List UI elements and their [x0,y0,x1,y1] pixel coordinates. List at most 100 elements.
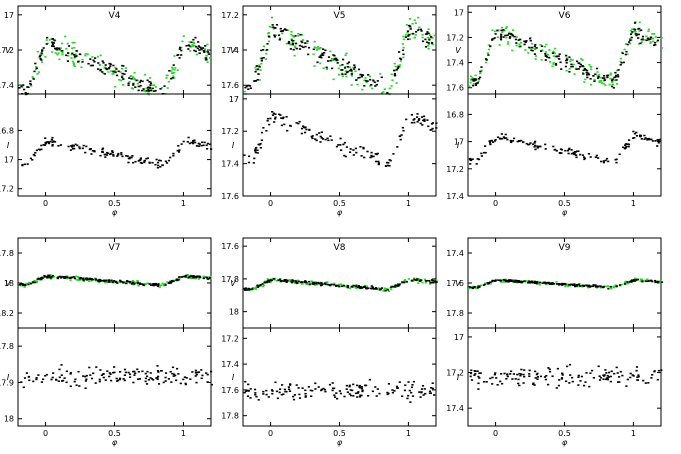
data-point [40,52,43,54]
data-point [558,283,561,285]
data-point [319,55,322,57]
data-point [304,42,307,44]
data-point [296,282,299,285]
data-point [657,140,660,142]
x-axis-label: φ [112,438,118,447]
data-point [482,284,485,286]
data-point [597,365,600,368]
data-point [604,84,607,86]
data-point [123,73,126,75]
data-point [133,78,137,81]
data-point [525,142,528,145]
data-point [636,33,639,36]
data-point [628,41,631,43]
data-point [162,381,165,384]
data-point [140,162,143,164]
data-point [93,150,96,152]
data-point [533,142,536,144]
data-point [244,390,248,392]
data-point [193,49,196,52]
data-point [131,281,135,284]
data-point [428,39,431,41]
data-point [75,50,78,52]
data-point [412,380,415,383]
data-point [294,280,297,282]
data-point [629,39,632,41]
data-point [518,43,521,45]
data-point [410,121,413,124]
data-point [538,284,541,286]
y-tick-label: 17.8 [221,275,239,284]
data-point [549,61,552,63]
data-point [494,372,497,374]
data-point [394,65,397,68]
data-point [266,49,269,51]
data-point [109,65,112,67]
data-point [506,373,509,375]
y-tick-label: 17.6 [221,192,239,201]
data-point [342,284,345,287]
data-point [53,141,57,143]
data-point [311,389,314,392]
y-tick-label: 17 [4,156,14,165]
data-point [298,48,302,50]
data-point [32,153,35,156]
data-point [136,82,139,85]
data-point [189,46,192,48]
data-point [262,127,265,129]
data-point [49,277,52,279]
data-point [333,58,336,60]
data-point [193,45,196,47]
data-point [157,371,160,373]
data-point [348,287,351,289]
data-point [352,286,355,288]
data-point [426,119,429,121]
data-point [267,396,270,398]
data-point [639,134,642,137]
data-point [374,287,378,289]
data-point [406,31,409,34]
data-point [386,393,389,396]
data-point [65,275,68,277]
data-point [425,41,429,43]
data-point [85,278,88,281]
data-point [423,120,426,122]
data-point [573,153,576,155]
data-point [480,69,483,72]
data-point [296,279,299,282]
data-point [653,41,657,44]
data-point [256,284,259,287]
data-point [410,391,413,394]
data-point [256,285,259,288]
data-point [196,371,199,374]
data-point [424,46,428,48]
data-point [254,148,257,151]
data-point [342,58,345,61]
data-point [294,46,297,49]
data-point [402,56,405,59]
data-point [627,143,631,146]
data-point [111,281,114,283]
data-point [513,137,516,140]
data-point [137,284,140,287]
data-point [544,51,547,53]
data-point [587,72,590,75]
data-point [36,278,39,280]
data-point [428,390,432,393]
data-point [357,285,360,287]
data-point [320,282,323,284]
data-point [254,286,257,289]
data-point [408,18,412,20]
data-point [169,371,172,373]
data-point [266,43,269,45]
data-point [561,374,564,376]
data-point [546,282,549,284]
data-point [418,278,421,280]
data-point [573,73,576,75]
data-point [26,163,29,165]
data-point [108,281,111,283]
data-point [598,81,601,83]
data-point [185,45,188,47]
data-point [367,287,370,290]
data-point [271,390,274,392]
